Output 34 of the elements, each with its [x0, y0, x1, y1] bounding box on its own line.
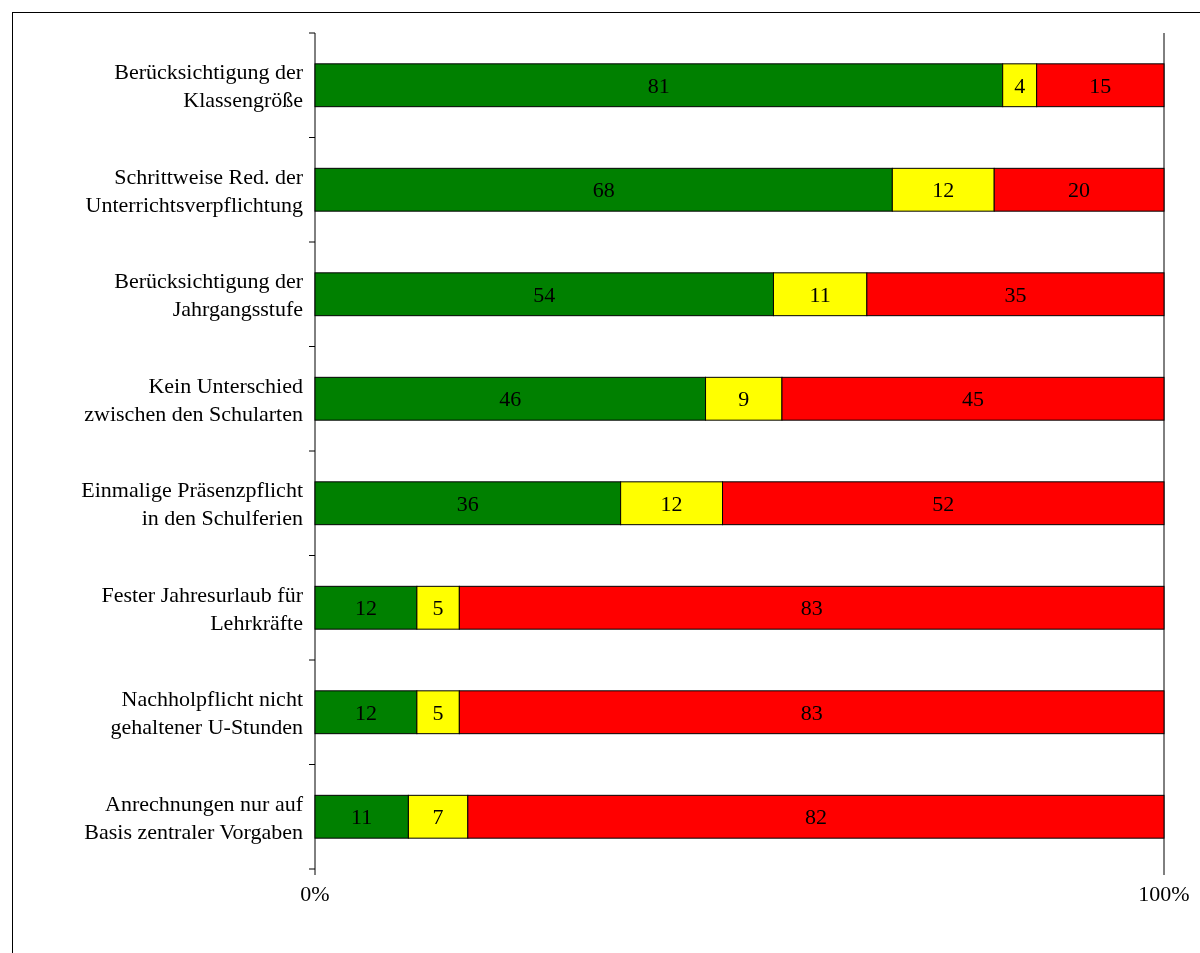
x-tick-label: 0% — [300, 881, 330, 906]
data-label: 82 — [804, 804, 827, 830]
data-label: 20 — [1068, 177, 1091, 203]
data-label: 83 — [800, 699, 823, 725]
data-label: 4 — [1014, 72, 1026, 98]
data-label: 11 — [351, 804, 373, 830]
data-label: 5 — [432, 595, 444, 621]
y-tick-label: Schrittweise Red. der Unterrichtsverpflichtung — [85, 163, 304, 217]
data-label: 36 — [456, 490, 479, 516]
data-label: 45 — [961, 386, 984, 412]
data-label: 12 — [354, 699, 377, 725]
x-tick-label: 100% — [1138, 881, 1190, 906]
data-label: 12 — [932, 177, 955, 203]
y-tick-label: Nachholpflicht nicht gehaltener U-Stunden — [110, 685, 303, 739]
y-tick-label: Fester Jahresurlaub für Lehrkräfte — [101, 581, 304, 635]
data-label: 11 — [809, 281, 831, 307]
y-tick-label: Berücksichtigung der Klassengröße — [114, 58, 304, 112]
data-label: 81 — [647, 72, 670, 98]
data-label: 46 — [499, 386, 522, 412]
y-tick-label: Berücksichtigung der Jahrgangsstufe — [114, 267, 304, 321]
y-tick-label: Anrechnungen nur auf Basis zentraler Vorgaben — [84, 790, 304, 844]
y-tick-label: Einmalige Präsenzpflicht in den Schulferien — [81, 476, 303, 530]
data-label: 35 — [1004, 281, 1027, 307]
data-label: 52 — [932, 490, 955, 516]
data-label: 5 — [432, 699, 444, 725]
data-label: 68 — [592, 177, 615, 203]
y-tick-label: Kein Unterschied zwischen den Schularten — [84, 372, 303, 426]
data-label: 54 — [533, 281, 556, 307]
data-label: 12 — [354, 595, 377, 621]
data-label: 83 — [800, 595, 823, 621]
data-label: 15 — [1089, 72, 1112, 98]
data-label: 9 — [738, 386, 750, 412]
data-label: 7 — [432, 804, 444, 830]
data-label: 12 — [660, 490, 683, 516]
